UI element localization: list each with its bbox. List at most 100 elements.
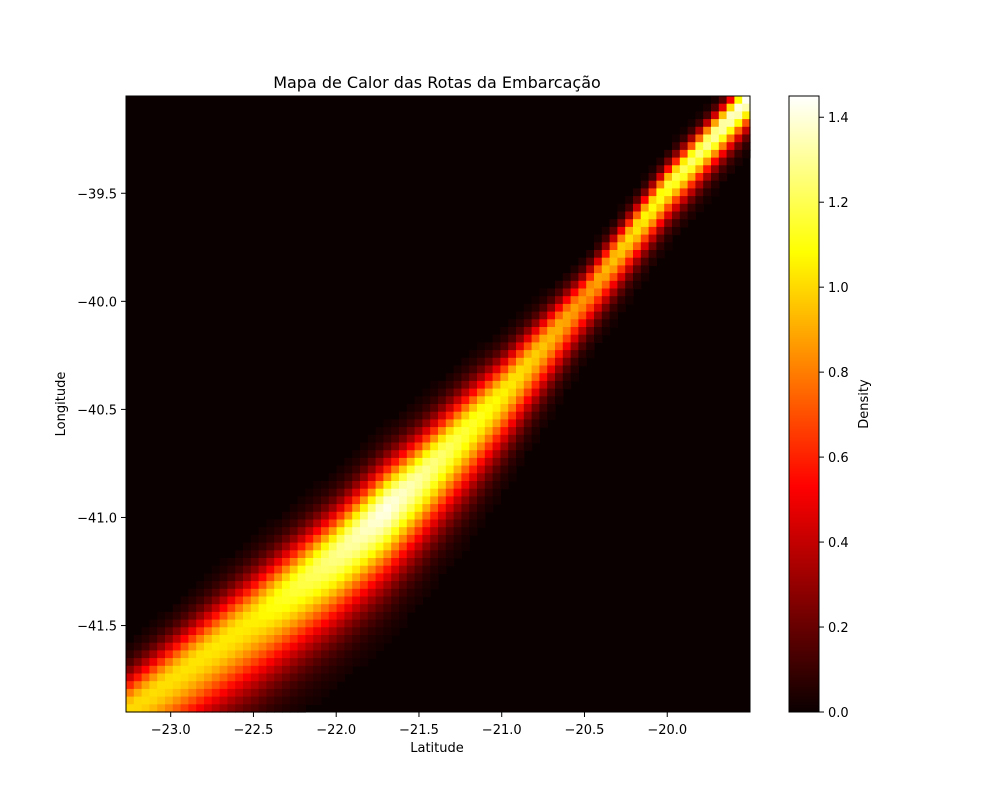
heatmap-cell <box>586 327 595 336</box>
heatmap-cell <box>539 357 548 367</box>
heatmap-cell <box>399 504 408 513</box>
heatmap-cell <box>204 604 213 613</box>
heatmap-cell <box>360 457 369 467</box>
heatmap-cell <box>321 496 330 505</box>
heatmap-cell <box>414 427 423 436</box>
heatmap-cell <box>375 581 384 590</box>
heatmap-cell <box>492 450 501 459</box>
heatmap-cell <box>328 558 338 567</box>
heatmap-cell <box>414 457 423 467</box>
heatmap-cell <box>609 226 618 236</box>
heatmap-cell <box>204 658 213 667</box>
heatmap-cell <box>711 103 720 112</box>
heatmap-cell <box>640 211 650 220</box>
heatmap-cell <box>516 457 525 467</box>
heatmap-cell <box>282 673 291 682</box>
heatmap-cell <box>516 327 525 336</box>
heatmap-cell <box>149 635 158 644</box>
heatmap-cell <box>266 519 275 528</box>
heatmap-cell <box>547 380 556 390</box>
heatmap-cell <box>188 642 197 651</box>
heatmap-cell <box>633 234 642 243</box>
heatmap-cell <box>344 481 353 490</box>
heatmap-cell <box>352 465 361 474</box>
heatmap-cell <box>516 450 525 459</box>
heatmap-cell <box>687 157 696 166</box>
heatmap-cell <box>149 627 158 636</box>
heatmap-cell <box>352 511 361 521</box>
heatmap-cell <box>383 550 392 559</box>
heatmap-cell <box>500 434 509 444</box>
heatmap-cell <box>360 442 369 451</box>
heatmap-cell <box>695 165 704 174</box>
heatmap-cell <box>672 219 681 228</box>
heatmap-cell <box>133 704 143 713</box>
heatmap-cell <box>141 665 150 675</box>
heatmap-cell <box>352 635 361 644</box>
x-tick-label: −21.0 <box>482 723 522 738</box>
heatmap-cell <box>204 696 213 705</box>
heatmap-cell <box>461 373 470 382</box>
heatmap-cell <box>633 257 642 266</box>
heatmap-cell <box>258 681 267 690</box>
heatmap-cell <box>633 250 642 259</box>
heatmap-cell <box>406 527 416 536</box>
heatmap-cell <box>539 350 548 359</box>
heatmap-cell <box>328 473 338 482</box>
heatmap-cell <box>352 488 361 497</box>
heatmap-cell <box>289 619 299 628</box>
heatmap-cell <box>461 534 470 544</box>
heatmap-cell <box>352 450 361 459</box>
heatmap-cell <box>196 688 205 698</box>
heatmap-cell <box>477 434 486 444</box>
heatmap-cell <box>726 126 735 136</box>
heatmap-cell <box>594 327 603 336</box>
heatmap-cell <box>508 319 517 328</box>
heatmap-cell <box>274 604 283 613</box>
heatmap-cell <box>453 388 462 397</box>
heatmap-cell <box>586 288 595 297</box>
heatmap-cell <box>188 704 197 713</box>
heatmap-cell <box>601 242 611 251</box>
heatmap-cell <box>141 650 150 659</box>
heatmap-cell <box>414 465 423 474</box>
heatmap-cell <box>172 688 182 698</box>
heatmap-cell <box>219 704 228 713</box>
heatmap-cell <box>235 681 244 690</box>
heatmap-cell <box>344 627 353 636</box>
heatmap-cell <box>703 103 712 112</box>
heatmap-cell <box>461 504 470 513</box>
heatmap-cell <box>516 334 525 343</box>
heatmap-plot-area <box>125 95 751 713</box>
heatmap-cell <box>204 619 213 628</box>
heatmap-cell <box>250 611 260 621</box>
heatmap-cell <box>617 242 626 251</box>
heatmap-cell <box>282 642 291 651</box>
heatmap-cell <box>391 488 400 497</box>
heatmap-cell <box>274 596 283 605</box>
heatmap-cell <box>367 650 377 659</box>
heatmap-cell <box>633 280 642 290</box>
heatmap-cell <box>336 627 345 636</box>
heatmap-cell <box>438 558 447 567</box>
heatmap-cell <box>188 619 197 628</box>
heatmap-cell <box>321 611 330 621</box>
heatmap-cell <box>422 442 431 451</box>
heatmap-cell <box>609 296 618 305</box>
heatmap-cell <box>219 688 228 698</box>
heatmap-cell <box>492 473 501 482</box>
heatmap-cell <box>555 396 564 405</box>
heatmap-cell <box>711 119 720 128</box>
heatmap-cell <box>321 511 330 521</box>
heatmap-cell <box>235 665 244 675</box>
heatmap-cell <box>586 303 595 313</box>
heatmap-cell <box>492 388 501 397</box>
heatmap-cell <box>703 157 712 166</box>
heatmap-cell <box>555 296 564 305</box>
heatmap-cell <box>547 334 556 343</box>
heatmap-cell <box>289 596 299 605</box>
heatmap-cell <box>375 457 384 467</box>
heatmap-cell <box>445 380 455 390</box>
heatmap-cell <box>188 650 197 659</box>
heatmap-cell <box>297 642 306 651</box>
